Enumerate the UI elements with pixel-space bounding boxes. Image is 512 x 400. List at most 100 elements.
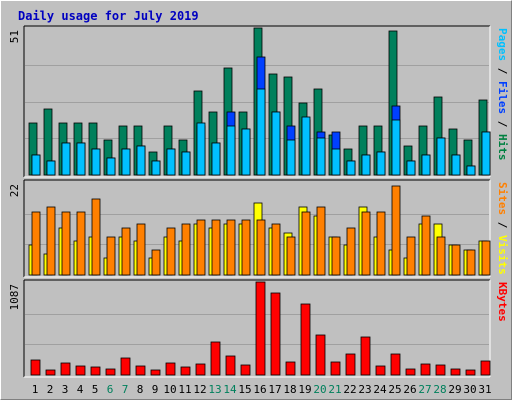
bar-sites-day-1 [31, 211, 41, 276]
bar-pages-day-12 [196, 122, 206, 176]
x-tick-label: 31 [478, 383, 491, 396]
bar-kbytes-day-8 [135, 365, 146, 376]
bar-pages-day-31 [481, 131, 491, 176]
bar-pages-day-16 [256, 88, 266, 176]
x-tick-label: 24 [373, 383, 387, 396]
legend-bottom: KBytes [496, 282, 509, 322]
bar-sites-day-8 [136, 223, 146, 276]
bar-pages-day-6 [106, 157, 116, 176]
bar-pages-day-21 [331, 148, 341, 176]
bar-kbytes-day-31 [480, 360, 491, 376]
bar-pages-day-13 [211, 142, 221, 176]
bar-kbytes-day-5 [90, 366, 101, 376]
y-max-label: 51 [8, 30, 21, 43]
bar-sites-day-20 [316, 206, 326, 276]
bar-kbytes-day-20 [315, 334, 326, 376]
bar-sites-day-15 [241, 219, 251, 276]
bar-sites-day-9 [151, 249, 161, 276]
x-tick-label: 6 [107, 383, 114, 396]
panel-middle: 22 Sites / Visits [8, 179, 509, 278]
x-tick-label: 7 [122, 383, 129, 396]
bar-kbytes-day-12 [195, 363, 206, 376]
bar-pages-day-30 [466, 165, 476, 176]
x-tick-label: 1 [32, 383, 39, 396]
bar-kbytes-day-10 [165, 362, 176, 376]
legend-entry: / [496, 215, 509, 235]
bar-kbytes-day-30 [465, 369, 476, 376]
bar-sites-day-22 [346, 227, 356, 276]
x-tick-label: 19 [298, 383, 311, 396]
bar-kbytes-day-23 [360, 336, 371, 376]
bar-sites-day-6 [106, 236, 116, 276]
legend-entry: Files [496, 81, 509, 114]
bar-pages-day-10 [166, 148, 176, 176]
bar-pages-day-18 [286, 139, 296, 176]
legend-entry: KBytes [496, 282, 509, 322]
x-tick-label: 12 [193, 383, 206, 396]
x-tick-label: 27 [418, 383, 431, 396]
bar-kbytes-day-9 [150, 369, 161, 376]
bar-kbytes-day-6 [105, 368, 116, 376]
x-tick-label: 15 [238, 383, 251, 396]
bar-sites-day-28 [436, 236, 446, 276]
bar-pages-day-29 [451, 154, 461, 176]
chart-title: Daily usage for July 2019 [18, 9, 199, 23]
bar-kbytes-day-15 [240, 364, 251, 376]
bar-kbytes-day-17 [270, 292, 281, 376]
x-tick-label: 29 [448, 383, 461, 396]
bar-kbytes-day-11 [180, 366, 191, 376]
legend-entry: Hits [496, 134, 509, 161]
bar-sites-day-2 [46, 206, 56, 276]
bar-pages-day-23 [361, 154, 371, 176]
panel-top: 51 Pages / Files / Hits [8, 25, 509, 178]
bar-kbytes-day-7 [120, 357, 131, 376]
x-tick-label: 2 [47, 383, 54, 396]
bar-sites-day-21 [331, 236, 341, 276]
bar-sites-day-18 [286, 236, 296, 276]
bar-kbytes-day-26 [405, 368, 416, 376]
legend-entry: Visits [496, 235, 509, 275]
bar-pages-day-24 [376, 151, 386, 176]
bar-kbytes-day-1 [30, 359, 41, 376]
bar-pages-day-20 [316, 137, 326, 176]
bar-sites-day-14 [226, 219, 236, 276]
x-tick-label: 4 [77, 383, 84, 396]
x-tick-label: 30 [463, 383, 476, 396]
bar-sites-day-13 [211, 219, 221, 276]
bar-kbytes-day-27 [420, 363, 431, 376]
x-tick-label: 9 [152, 383, 159, 396]
x-tick-label: 21 [328, 383, 341, 396]
bar-kbytes-day-25 [390, 353, 401, 376]
legend-middle: Sites / Visits [496, 182, 509, 275]
panels-layer: 51 Pages / Files / Hits 22 Sites / Visits 10… [8, 25, 509, 378]
x-axis-labels: 1 2 3 4 5 6 7 8 9 10 11 12 13 14 15 16 17 18 19 20 21 22 23 24 2… [32, 383, 492, 396]
x-tick-label: 5 [92, 383, 99, 396]
bar-sites-day-25 [391, 185, 401, 276]
panel-bottom: 1087 KBytes [8, 279, 509, 378]
x-tick-label: 26 [403, 383, 416, 396]
x-tick-label: 10 [163, 383, 176, 396]
legend-entry: / [496, 114, 509, 134]
bar-pages-day-15 [241, 128, 251, 176]
bar-pages-day-5 [91, 148, 101, 176]
bar-kbytes-day-13 [210, 341, 221, 376]
x-tick-label: 13 [208, 383, 221, 396]
x-tick-label: 17 [268, 383, 281, 396]
bar-kbytes-day-21 [330, 361, 341, 376]
bar-sites-day-27 [421, 215, 431, 276]
bar-pages-day-22 [346, 160, 356, 176]
bar-kbytes-day-24 [375, 365, 386, 376]
bar-pages-day-14 [226, 125, 236, 176]
x-tick-label: 28 [433, 383, 446, 396]
bar-kbytes-day-3 [60, 362, 71, 376]
legend-entry: Sites [496, 182, 509, 215]
y-max-label: 22 [8, 184, 21, 197]
x-tick-label: 8 [137, 383, 144, 396]
legend-entry: Pages [496, 28, 509, 61]
bar-sites-day-3 [61, 211, 71, 276]
bar-pages-day-9 [151, 160, 161, 176]
bar-kbytes-day-2 [45, 369, 56, 376]
x-tick-label: 25 [388, 383, 401, 396]
legend-top: Pages / Files / Hits [496, 28, 509, 161]
